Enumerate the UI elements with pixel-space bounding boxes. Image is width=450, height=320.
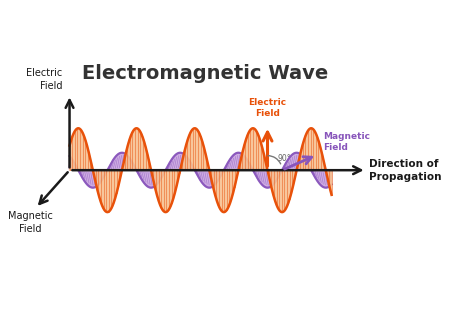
Text: Electric
Field: Electric Field: [248, 98, 287, 118]
Text: Direction of
Propagation: Direction of Propagation: [369, 159, 442, 181]
Text: 90°: 90°: [277, 154, 291, 163]
Text: Magnetic
Field: Magnetic Field: [323, 132, 370, 153]
Text: Electromagnetic Wave: Electromagnetic Wave: [82, 64, 328, 83]
Text: Electric
Field: Electric Field: [26, 68, 63, 91]
Text: Magnetic
Field: Magnetic Field: [8, 211, 52, 234]
